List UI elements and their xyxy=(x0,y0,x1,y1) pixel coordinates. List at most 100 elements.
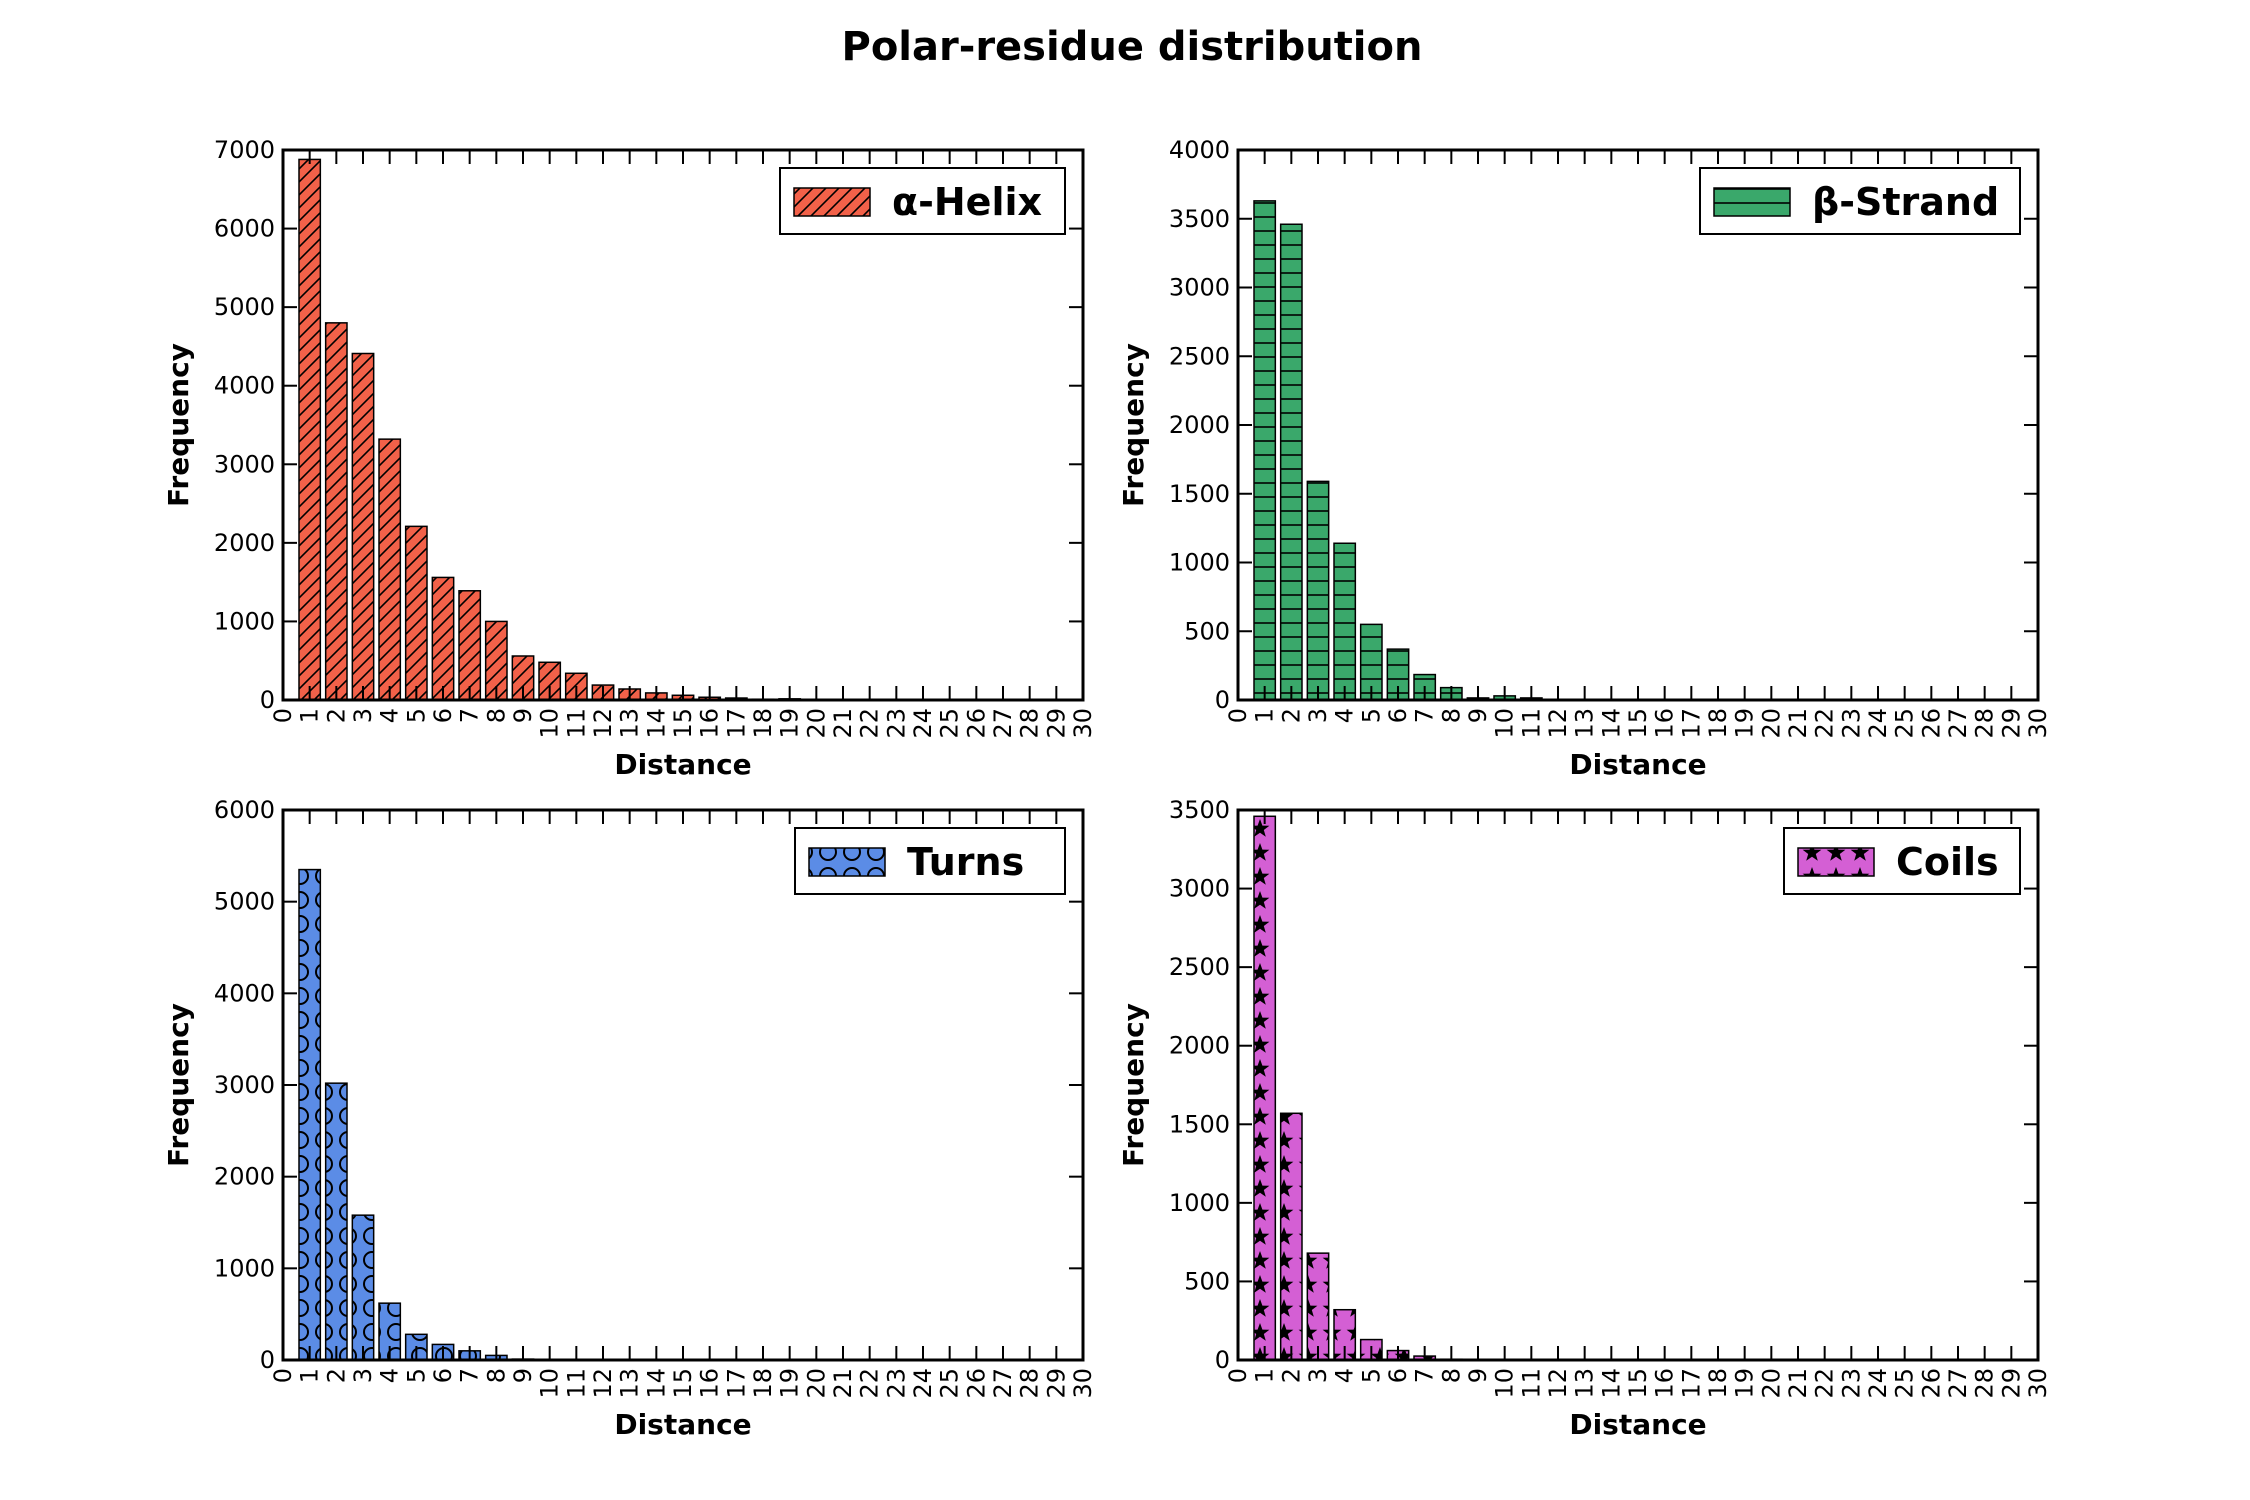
x-axis-label: Distance xyxy=(614,1408,751,1441)
chart-panel-2: 0123456789101112131415161718192021222324… xyxy=(1117,136,2052,781)
x-tick-label: 4 xyxy=(376,1368,404,1383)
legend-label: β-Strand xyxy=(1812,180,1999,224)
x-tick-label: 12 xyxy=(1544,708,1572,739)
bar-pattern xyxy=(404,525,428,701)
x-tick-label: 27 xyxy=(989,1368,1017,1399)
y-tick-label: 1500 xyxy=(1169,1110,1230,1138)
x-tick-label: 18 xyxy=(749,1368,777,1399)
legend-swatch-pattern xyxy=(1797,847,1875,877)
x-tick-label: 29 xyxy=(1997,708,2025,739)
legend: α-Helix xyxy=(779,167,1066,235)
x-tick-label: 19 xyxy=(776,1368,804,1399)
bar-pattern xyxy=(378,438,402,701)
bar-pattern xyxy=(1306,1252,1330,1361)
legend-label: Coils xyxy=(1896,840,1999,884)
y-tick-label: 0 xyxy=(260,1346,275,1374)
x-tick-label: 4 xyxy=(376,708,404,723)
y-tick-label: 2000 xyxy=(1169,411,1230,439)
x-tick-label: 3 xyxy=(1304,708,1332,723)
x-tick-label: 2 xyxy=(1277,1368,1305,1383)
x-tick-label: 30 xyxy=(2024,1368,2052,1399)
y-tick-label: 2500 xyxy=(1169,342,1230,370)
x-tick-label: 16 xyxy=(1651,708,1679,739)
y-tick-label: 1000 xyxy=(214,1254,275,1282)
x-tick-label: 1 xyxy=(1251,708,1279,723)
x-tick-label: 2 xyxy=(322,1368,350,1383)
bar-pattern xyxy=(351,352,375,701)
x-tick-label: 20 xyxy=(802,1368,830,1399)
x-axis-label: Distance xyxy=(614,748,751,781)
x-tick-label: 9 xyxy=(509,1368,537,1383)
x-tick-label: 30 xyxy=(1069,708,1097,739)
x-tick-label: 24 xyxy=(1864,708,1892,739)
x-tick-label: 7 xyxy=(456,1368,484,1383)
x-tick-label: 17 xyxy=(1677,1368,1705,1399)
bar-pattern xyxy=(1306,480,1330,701)
y-tick-label: 6000 xyxy=(214,796,275,824)
y-tick-label: 2500 xyxy=(1169,953,1230,981)
x-tick-label: 3 xyxy=(1304,1368,1332,1383)
legend-swatch-pattern xyxy=(808,847,886,877)
y-tick-label: 0 xyxy=(1215,686,1230,714)
x-tick-label: 13 xyxy=(616,1368,644,1399)
legend-swatch-pattern xyxy=(793,187,871,217)
x-tick-label: 7 xyxy=(456,708,484,723)
bar-pattern xyxy=(1279,1112,1303,1361)
bar-pattern xyxy=(458,590,482,701)
x-tick-label: 1 xyxy=(1251,1368,1279,1383)
bar-pattern xyxy=(298,158,322,701)
x-tick-label: 20 xyxy=(1757,1368,1785,1399)
x-tick-label: 10 xyxy=(536,708,564,739)
x-tick-label: 10 xyxy=(536,1368,564,1399)
y-tick-label: 6000 xyxy=(214,215,275,243)
y-tick-label: 500 xyxy=(1184,617,1230,645)
x-tick-label: 17 xyxy=(1677,708,1705,739)
x-tick-label: 27 xyxy=(1944,1368,1972,1399)
x-tick-label: 7 xyxy=(1411,708,1439,723)
x-tick-label: 12 xyxy=(589,1368,617,1399)
x-tick-label: 24 xyxy=(1864,1368,1892,1399)
x-tick-label: 13 xyxy=(1571,708,1599,739)
y-axis-label: Frequency xyxy=(162,1003,195,1167)
x-tick-label: 16 xyxy=(696,708,724,739)
x-tick-label: 24 xyxy=(909,708,937,739)
x-tick-label: 11 xyxy=(1517,1368,1545,1399)
bar-pattern xyxy=(324,1082,348,1361)
x-tick-label: 14 xyxy=(642,708,670,739)
x-tick-label: 11 xyxy=(1517,708,1545,739)
x-tick-label: 18 xyxy=(1704,708,1732,739)
x-tick-label: 29 xyxy=(1997,1368,2025,1399)
x-tick-label: 3 xyxy=(349,1368,377,1383)
x-tick-label: 28 xyxy=(1016,1368,1044,1399)
x-axis-label: Distance xyxy=(1569,1408,1706,1441)
x-tick-label: 0 xyxy=(269,708,297,723)
bar-pattern xyxy=(431,576,455,701)
y-tick-label: 7000 xyxy=(214,136,275,164)
x-tick-label: 25 xyxy=(936,708,964,739)
bar-pattern xyxy=(1333,542,1357,701)
y-tick-label: 5000 xyxy=(214,888,275,916)
x-tick-label: 26 xyxy=(1917,708,1945,739)
x-tick-label: 20 xyxy=(802,708,830,739)
x-tick-label: 23 xyxy=(882,1368,910,1399)
x-tick-label: 5 xyxy=(402,1368,430,1383)
y-tick-label: 3000 xyxy=(214,1071,275,1099)
x-tick-label: 16 xyxy=(696,1368,724,1399)
y-tick-label: 0 xyxy=(1215,1346,1230,1374)
x-tick-label: 8 xyxy=(1437,1368,1465,1383)
x-tick-label: 13 xyxy=(616,708,644,739)
bar-pattern xyxy=(351,1214,375,1361)
x-tick-label: 2 xyxy=(322,708,350,723)
y-tick-label: 3500 xyxy=(1169,205,1230,233)
x-tick-label: 9 xyxy=(509,708,537,723)
x-tick-label: 28 xyxy=(1971,1368,1999,1399)
x-tick-label: 8 xyxy=(1437,708,1465,723)
x-tick-label: 19 xyxy=(1731,708,1759,739)
bar-pattern xyxy=(1279,223,1303,701)
x-tick-label: 15 xyxy=(669,1368,697,1399)
x-tick-label: 22 xyxy=(856,1368,884,1399)
x-tick-label: 12 xyxy=(1544,1368,1572,1399)
legend-label: α-Helix xyxy=(892,180,1042,224)
x-tick-label: 25 xyxy=(936,1368,964,1399)
